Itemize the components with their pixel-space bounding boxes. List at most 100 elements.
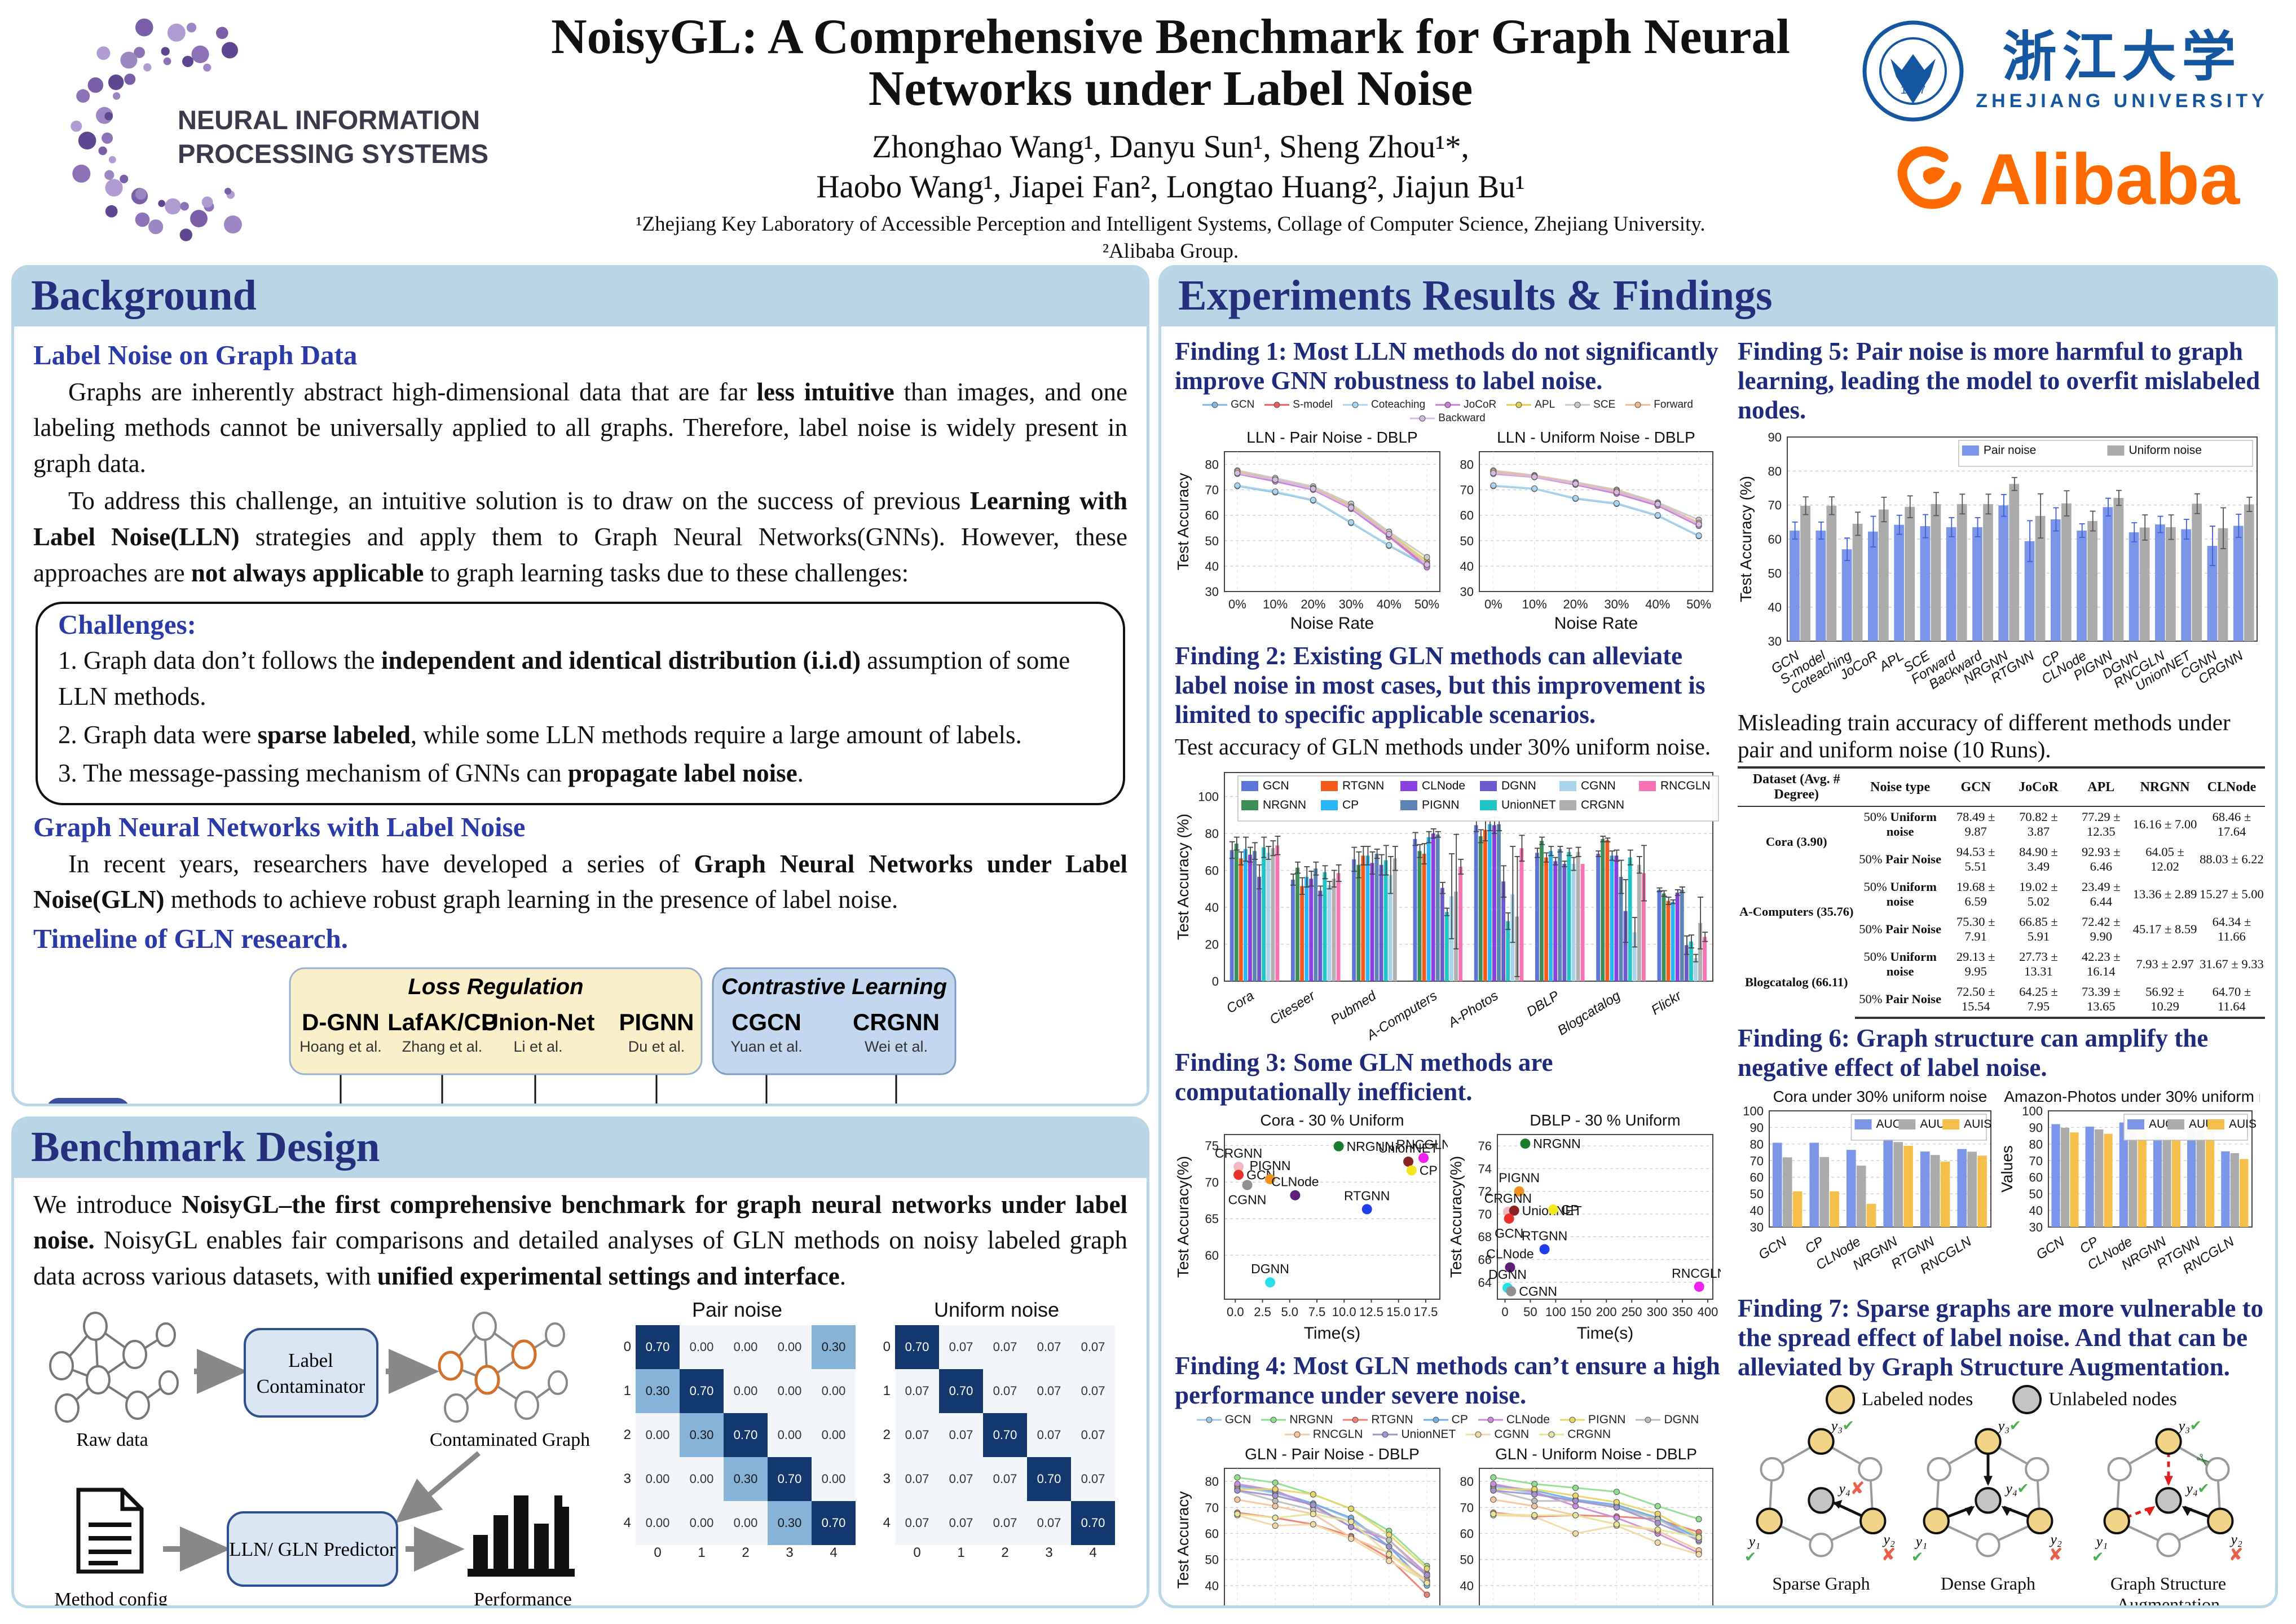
svg-text:100: 100	[1743, 1104, 1764, 1118]
lln-uniform-noise-chart: 30 40 50 60 70 80 LLN - Uniform Noise - DBLP No…	[1448, 427, 1721, 637]
svg-text:17.5: 17.5	[1414, 1305, 1438, 1319]
findings-column-2: Finding 5: Pair noise is more harmful to…	[1737, 332, 2275, 1608]
challenge-item-2: 2. Graph data were sparse labeled, while…	[58, 720, 1022, 749]
finding-2-title: Finding 2: Existing GLN methods can alle…	[1175, 641, 1706, 729]
svg-text:20: 20	[1205, 937, 1219, 951]
svg-text:✔: ✔	[1911, 1548, 1923, 1565]
challenge-item-1: 1. Graph data don’t follows the independ…	[58, 646, 1070, 710]
svg-text:✔: ✔	[2091, 1548, 2103, 1565]
svg-text:10.0: 10.0	[1332, 1305, 1356, 1319]
background-header: Background	[14, 268, 1147, 326]
graph-structure-augmentation-diagram: ✂ y₃ ✔ y₄ ✔ y₁ ✔ y₂ ✘ Graph Structure Augmen…	[2091, 1418, 2244, 1608]
svg-text:15.0: 15.0	[1386, 1305, 1411, 1319]
raw-graph-icon	[60, 1325, 170, 1409]
svg-text:y₁: y₁	[1914, 1533, 1927, 1550]
svg-text:PIGNN: PIGNN	[1250, 1158, 1291, 1173]
dense-graph-diagram: y₃ ✔ y₄ ✔ y₁ ✔ y₂ ✘ Dense Graph	[1911, 1418, 2064, 1594]
svg-text:Test Accuracy: Test Accuracy	[1175, 1491, 1192, 1589]
svg-text:30: 30	[1205, 585, 1219, 599]
subhead-timeline: Timeline of GLN research.	[33, 923, 348, 955]
gln-uniform-noise-chart: 304050607080GLN - Uniform Noise - DBLPNo…	[1448, 1444, 1721, 1608]
svg-text:✘: ✘	[1881, 1544, 1896, 1564]
svg-text:Contrastive Learning: Contrastive Learning	[721, 974, 947, 999]
svg-text:0%: 0%	[1484, 597, 1502, 611]
svg-text:Uniform noise: Uniform noise	[2128, 444, 2202, 457]
svg-text:80: 80	[1205, 1475, 1219, 1489]
authors: Zhonghao Wang¹, Danyu Sun¹, Sheng Zhou¹*…	[816, 129, 1525, 205]
pair-vs-uniform-bar-chart: 30 40 50 60 70 80 90 Test Accuracy (%) GCN S-mode…	[1737, 428, 2265, 703]
svg-text:50: 50	[2029, 1187, 2043, 1201]
svg-text:50%: 50%	[1414, 597, 1439, 611]
svg-text:y₃: y₃	[1997, 1418, 2009, 1434]
svg-text:Loss Regulation: Loss Regulation	[408, 974, 583, 999]
alibaba-mark-icon	[1897, 146, 1962, 209]
svg-text:20%: 20%	[1563, 597, 1588, 611]
background-section: Background Label Noise on Graph Data Gra…	[11, 265, 1149, 1106]
svg-text:30: 30	[1460, 1605, 1474, 1608]
svg-text:30: 30	[1768, 634, 1782, 648]
svg-text:RNCGLN: RNCGLN	[1672, 1266, 1721, 1281]
svg-text:Pair noise: Pair noise	[1984, 444, 2036, 457]
svg-text:70: 70	[1750, 1154, 1764, 1168]
svg-text:✔: ✔	[2197, 1480, 2209, 1497]
gln-methods-bar-chart: 0 20 40 60 80 100 Test Accuracy (%) Cora Citesee…	[1174, 764, 1721, 1044]
svg-text:Label: Label	[288, 1349, 333, 1371]
svg-text:74: 74	[1478, 1162, 1492, 1176]
title-block: NoisyGL: A Comprehensive Benchmark for G…	[496, 8, 1845, 265]
svg-text:Values: Values	[1999, 1145, 2016, 1193]
svg-text:60: 60	[1768, 532, 1782, 546]
svg-text:80: 80	[1768, 464, 1782, 478]
dblp-time-scatter: 64 66 68 70 72 74 76 DBLP - 30 % Uniform Test Ac…	[1447, 1110, 1726, 1347]
svg-text:80: 80	[1205, 458, 1219, 472]
background-paragraph-2: To address this challenge, an intuitive …	[33, 487, 1128, 588]
svg-text:RNCGLN: RNCGLN	[1660, 779, 1711, 792]
svg-text:50%: 50%	[1686, 597, 1711, 611]
svg-text:40: 40	[1205, 901, 1219, 915]
svg-text:RTGNN: RTGNN	[1344, 1188, 1390, 1203]
svg-text:CP: CP	[1803, 1234, 1827, 1257]
svg-text:y₁: y₁	[1747, 1533, 1760, 1550]
svg-text:LLN - Pair Noise - DBLP: LLN - Pair Noise - DBLP	[1246, 429, 1417, 446]
svg-text:50: 50	[1205, 534, 1219, 548]
findings-column-1: Finding 1: Most LLN methods do not signi…	[1174, 332, 1726, 1608]
svg-text:40: 40	[1768, 601, 1782, 615]
svg-text:✘: ✘	[2228, 1544, 2243, 1564]
svg-text:70: 70	[1478, 1207, 1492, 1221]
svg-text:200: 200	[1596, 1305, 1617, 1319]
zju-name-cn: 浙江大学	[2002, 27, 2242, 87]
svg-text:Li et al.: Li et al.	[513, 1038, 562, 1055]
svg-text:Method config: Method config	[54, 1589, 168, 1608]
svg-text:40%: 40%	[1377, 597, 1402, 611]
svg-text:40: 40	[1205, 1579, 1219, 1593]
svg-text:✔: ✔	[2189, 1418, 2201, 1434]
svg-text:0: 0	[1501, 1305, 1508, 1319]
svg-text:70: 70	[1205, 1501, 1219, 1515]
finding-5-title: Finding 5: Pair noise is more harmful to…	[1738, 337, 2260, 424]
sparse-graph-diagram: y₃ ✔ y₄ ✘ y₁ ✔ y₂ ✘ Sparse Graph	[1744, 1418, 1897, 1594]
svg-text:LLN - Uniform Noise - DBLP: LLN - Uniform Noise - DBLP	[1497, 429, 1695, 446]
svg-text:RNCGLN: RNCGLN	[1396, 1137, 1448, 1151]
svg-text:Time(s): Time(s)	[1304, 1324, 1361, 1343]
labeled-node-icon	[1826, 1385, 1856, 1415]
lln-pair-noise-chart: 30 40 50 60 70 80 LLN - Pair Noise - DBLP Test …	[1174, 427, 1448, 637]
svg-text:DGNN: DGNN	[1251, 1261, 1289, 1276]
svg-text:150: 150	[1571, 1305, 1592, 1319]
svg-text:Amazon-Photos under 30% unifor: Amazon-Photos under 30% uniform noise	[2004, 1088, 2260, 1105]
svg-text:250: 250	[1621, 1305, 1642, 1319]
svg-text:60: 60	[1205, 1527, 1219, 1541]
svg-text:30: 30	[2029, 1220, 2043, 1234]
svg-text:DBLP: DBLP	[1524, 988, 1562, 1020]
svg-text:1897: 1897	[1901, 84, 1926, 96]
svg-text:40: 40	[1460, 559, 1474, 573]
svg-text:Flickr: Flickr	[1649, 987, 1685, 1018]
svg-text:70: 70	[1460, 483, 1474, 497]
svg-text:30: 30	[1205, 1605, 1219, 1608]
gln-pair-noise-chart: 30 40 50 60 70 80 GLN - Pair Noise - DBLP Test …	[1174, 1444, 1448, 1608]
neurips-logo-text-1: NEURAL INFORMATION	[178, 105, 480, 135]
svg-text:90: 90	[1750, 1120, 1764, 1135]
svg-text:10%: 10%	[1522, 597, 1547, 611]
svg-text:GCN: GCN	[1263, 779, 1289, 792]
svg-text:CGNN: CGNN	[1228, 1192, 1267, 1207]
svg-text:80: 80	[2029, 1137, 2043, 1151]
svg-text:✔: ✔	[2017, 1480, 2029, 1497]
